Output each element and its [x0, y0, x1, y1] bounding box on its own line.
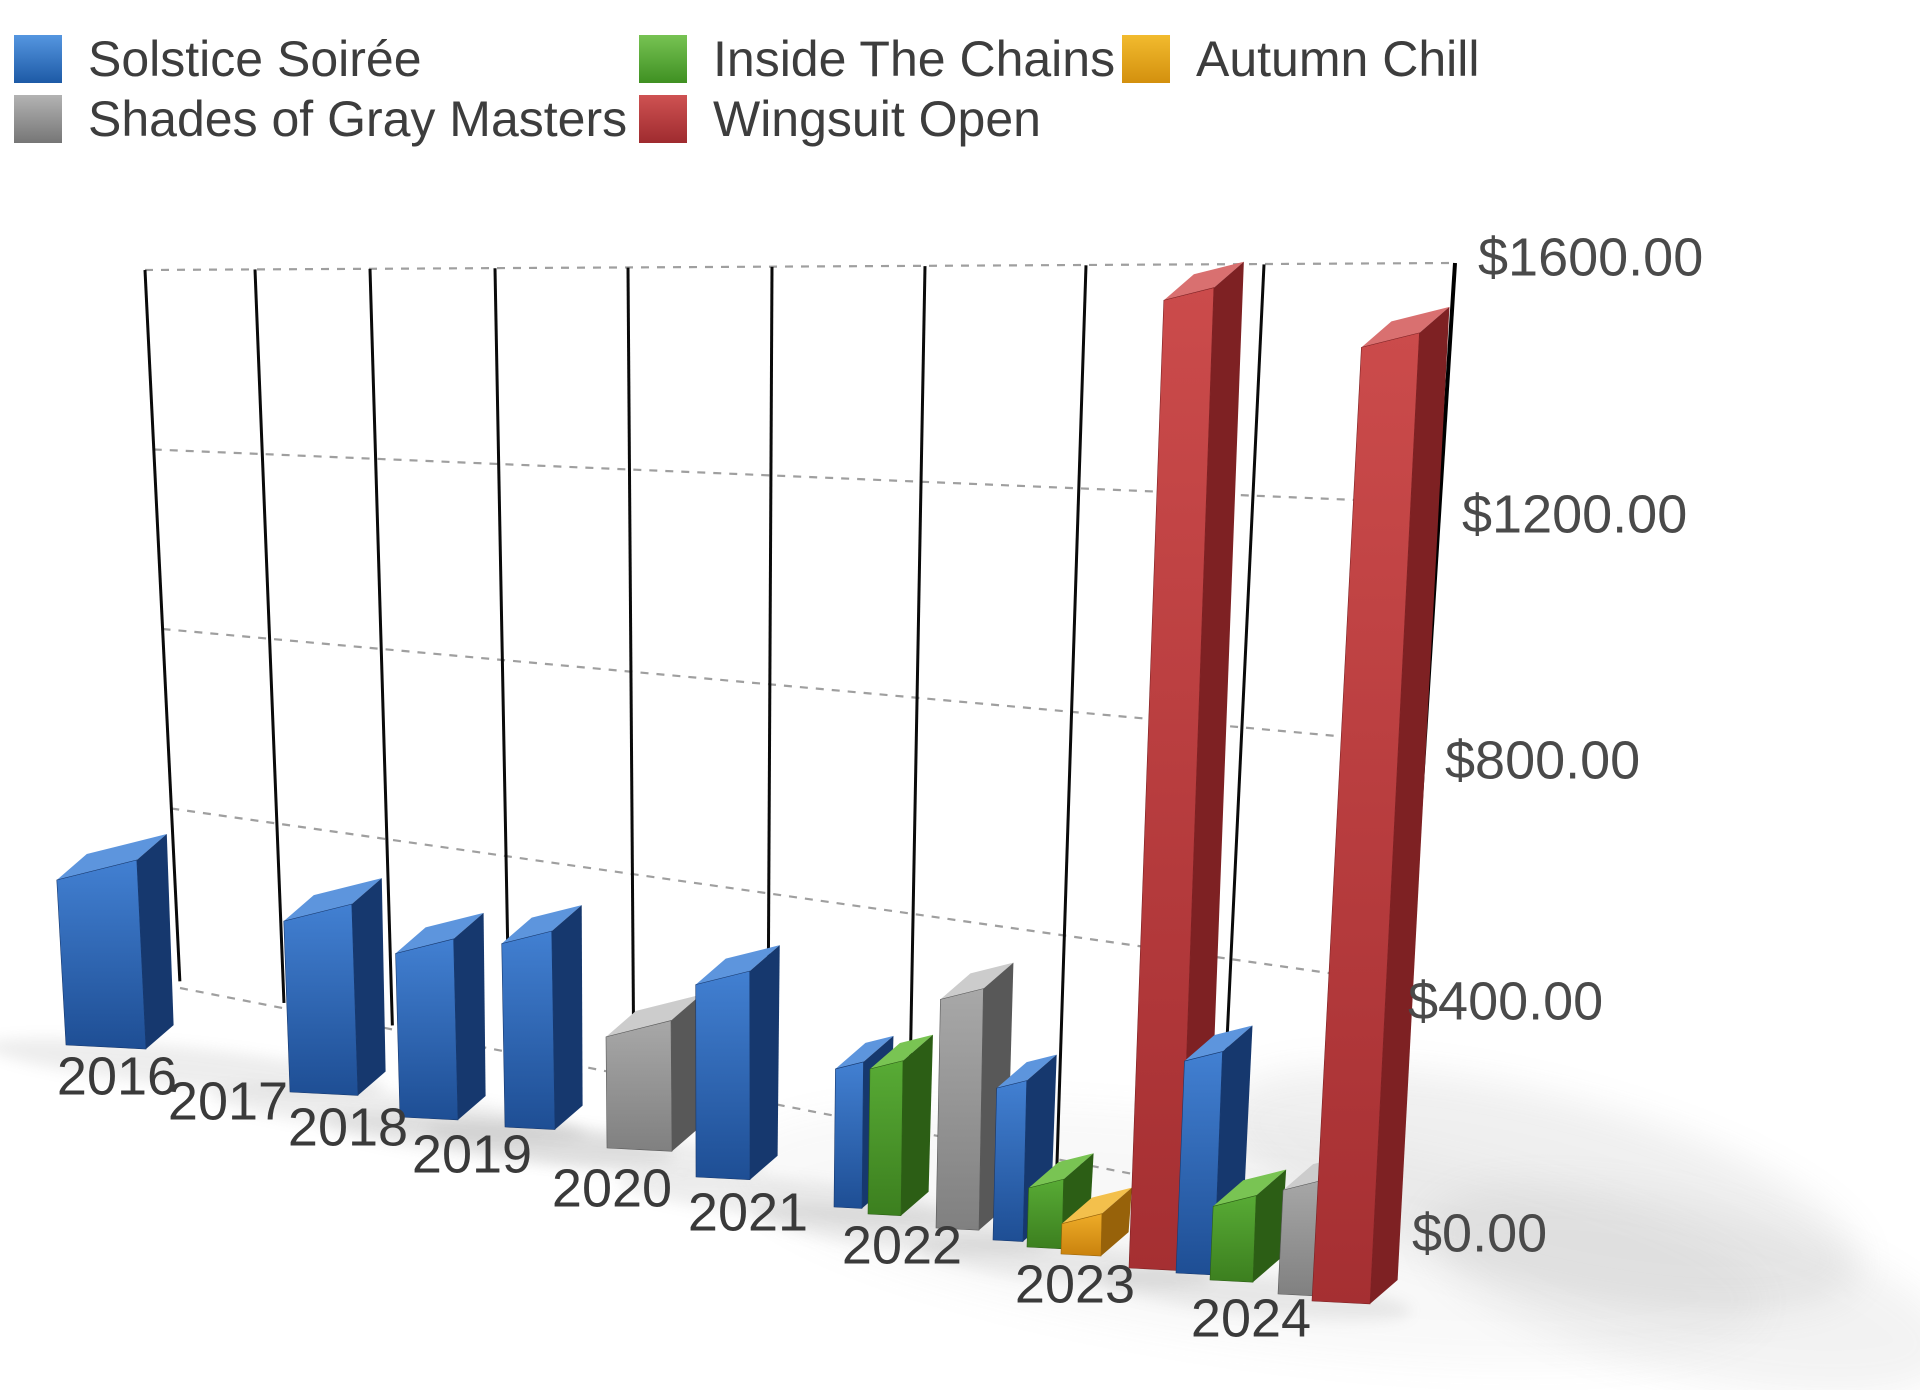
x-category-label-2021: 2021: [688, 1182, 808, 1242]
bar-front-face: [395, 938, 459, 1121]
y-tick-label: $800.00: [1445, 730, 1640, 790]
bar-side-face: [749, 945, 780, 1180]
legend-swatch-red-icon: [639, 95, 687, 143]
bar-2019-solstice-soiree: [501, 905, 583, 1130]
x-category-label-2024: 2024: [1191, 1288, 1311, 1348]
bar-side-face: [1370, 306, 1450, 1304]
bar-side-face: [351, 878, 386, 1096]
bar-top-face: [996, 1054, 1057, 1089]
bar-2018-solstice-soiree: [395, 912, 486, 1121]
column-separator-2020: [626, 267, 636, 1077]
floor-shadow: [0, 1038, 385, 1096]
bar-top-face: [835, 1035, 894, 1069]
legend-item-inside-the-chains: Inside The Chains: [639, 30, 1115, 88]
bar-front-face: [1311, 332, 1420, 1305]
bar-front-face: [935, 988, 984, 1231]
bar-2024-inside-the-chains: [1209, 1169, 1287, 1283]
bar-2017-solstice-soiree: [283, 878, 386, 1096]
bar-side-face: [1253, 1169, 1287, 1283]
bar-top-face: [695, 945, 780, 985]
x-category-label-2020: 2020: [552, 1158, 672, 1218]
x-category-label-2022: 2022: [842, 1215, 962, 1275]
bar-top-face: [1213, 1169, 1287, 1207]
bar-top-face: [1028, 1153, 1094, 1189]
legend-item-solstice-soiree: Solstice Soirée: [14, 30, 422, 88]
legend-label: Shades of Gray Masters: [88, 91, 628, 147]
legend-label: Inside The Chains: [713, 31, 1116, 87]
bar-top-face: [56, 834, 167, 881]
bar-side-face: [551, 905, 583, 1130]
x-category-label-2023: 2023: [1015, 1254, 1135, 1314]
bar-2024-wingsuit-open: [1311, 306, 1450, 1305]
bar-top-face: [1061, 1187, 1132, 1224]
bar-side-face: [670, 994, 701, 1152]
x-category-label-2018: 2018: [288, 1097, 408, 1157]
legend-swatch-gray-icon: [14, 95, 62, 143]
bar-front-face: [1026, 1178, 1064, 1250]
bar-front-face: [867, 1060, 904, 1216]
x-category-label-2016: 2016: [57, 1046, 177, 1106]
bar-side-face: [453, 912, 486, 1120]
bar-top-face: [1361, 306, 1450, 348]
bar-front-face: [833, 1061, 864, 1209]
bar-2021-solstice-soiree: [695, 945, 780, 1181]
bar-front-face: [1128, 287, 1215, 1271]
bar-side-face: [1101, 1187, 1132, 1256]
bar-top-face: [501, 905, 582, 944]
bar-2019-shades-of-gray-masters: [605, 994, 701, 1152]
bar-front-face: [1209, 1195, 1257, 1283]
bar-top-face: [395, 912, 484, 954]
floor-shadow: [425, 1122, 765, 1176]
y-tick-label: $400.00: [1408, 971, 1603, 1031]
gridline-1600: [144, 261, 1456, 272]
bar-front-face: [695, 970, 751, 1181]
column-separator-2022: [907, 266, 927, 1135]
legend-label: Wingsuit Open: [713, 91, 1041, 147]
column-separator-2018: [368, 268, 394, 1026]
legend-label: Solstice Soirée: [88, 31, 422, 87]
bar-2023-wingsuit-open: [1128, 261, 1244, 1271]
y-tick-label: $1200.00: [1462, 484, 1687, 544]
bar-front-face: [1175, 1051, 1223, 1276]
bar-front-face: [1060, 1213, 1103, 1257]
column-separator-2019: [493, 268, 512, 1050]
bar-top-face: [869, 1034, 933, 1070]
legend-item-autumn-chill: Autumn Chill: [1122, 30, 1479, 88]
legend-item-shades-of-gray-masters: Shades of Gray Masters: [14, 90, 627, 148]
gridline-1200: [153, 448, 1440, 505]
bar-top-face: [283, 878, 382, 922]
legend-swatch-green-icon: [639, 35, 687, 83]
bar-2022-inside-the-chains: [867, 1034, 933, 1216]
x-category-label-2019: 2019: [412, 1124, 532, 1184]
bar-front-face: [501, 930, 556, 1130]
y-tick-label: $1600.00: [1478, 227, 1703, 287]
bar-2023-autumn-chill: [1060, 1187, 1132, 1257]
bar-side-face: [136, 834, 174, 1049]
column-separator-2017: [253, 269, 286, 1003]
legend-swatch-blue-icon: [14, 35, 62, 83]
bar-2016-solstice-soiree: [56, 834, 174, 1050]
bar-front-face: [992, 1080, 1027, 1242]
bar-side-face: [1179, 261, 1244, 1271]
legend-label: Autumn Chill: [1196, 31, 1480, 87]
y-tick-label: $0.00: [1412, 1203, 1547, 1263]
bar-side-face: [901, 1034, 933, 1216]
chart-legend: Solstice Soirée Inside The Chains Autumn…: [0, 0, 1920, 150]
bar-front-face: [56, 859, 147, 1050]
floor-shadow: [1096, 1269, 1412, 1321]
bar-front-face: [283, 903, 359, 1096]
bar-top-face: [1184, 1025, 1253, 1062]
column-separator-2023: [1055, 265, 1088, 1166]
bar-top-face: [605, 994, 701, 1037]
bar-top-face: [940, 962, 1014, 1000]
x-category-label-2017: 2017: [168, 1071, 288, 1131]
legend-item-wingsuit-open: Wingsuit Open: [639, 90, 1041, 148]
legend-swatch-orange-icon: [1122, 35, 1170, 83]
column-separator-2016: [143, 269, 182, 982]
gridline-800: [162, 627, 1425, 746]
bar-front-face: [605, 1020, 673, 1152]
bar-top-face: [1163, 261, 1244, 301]
